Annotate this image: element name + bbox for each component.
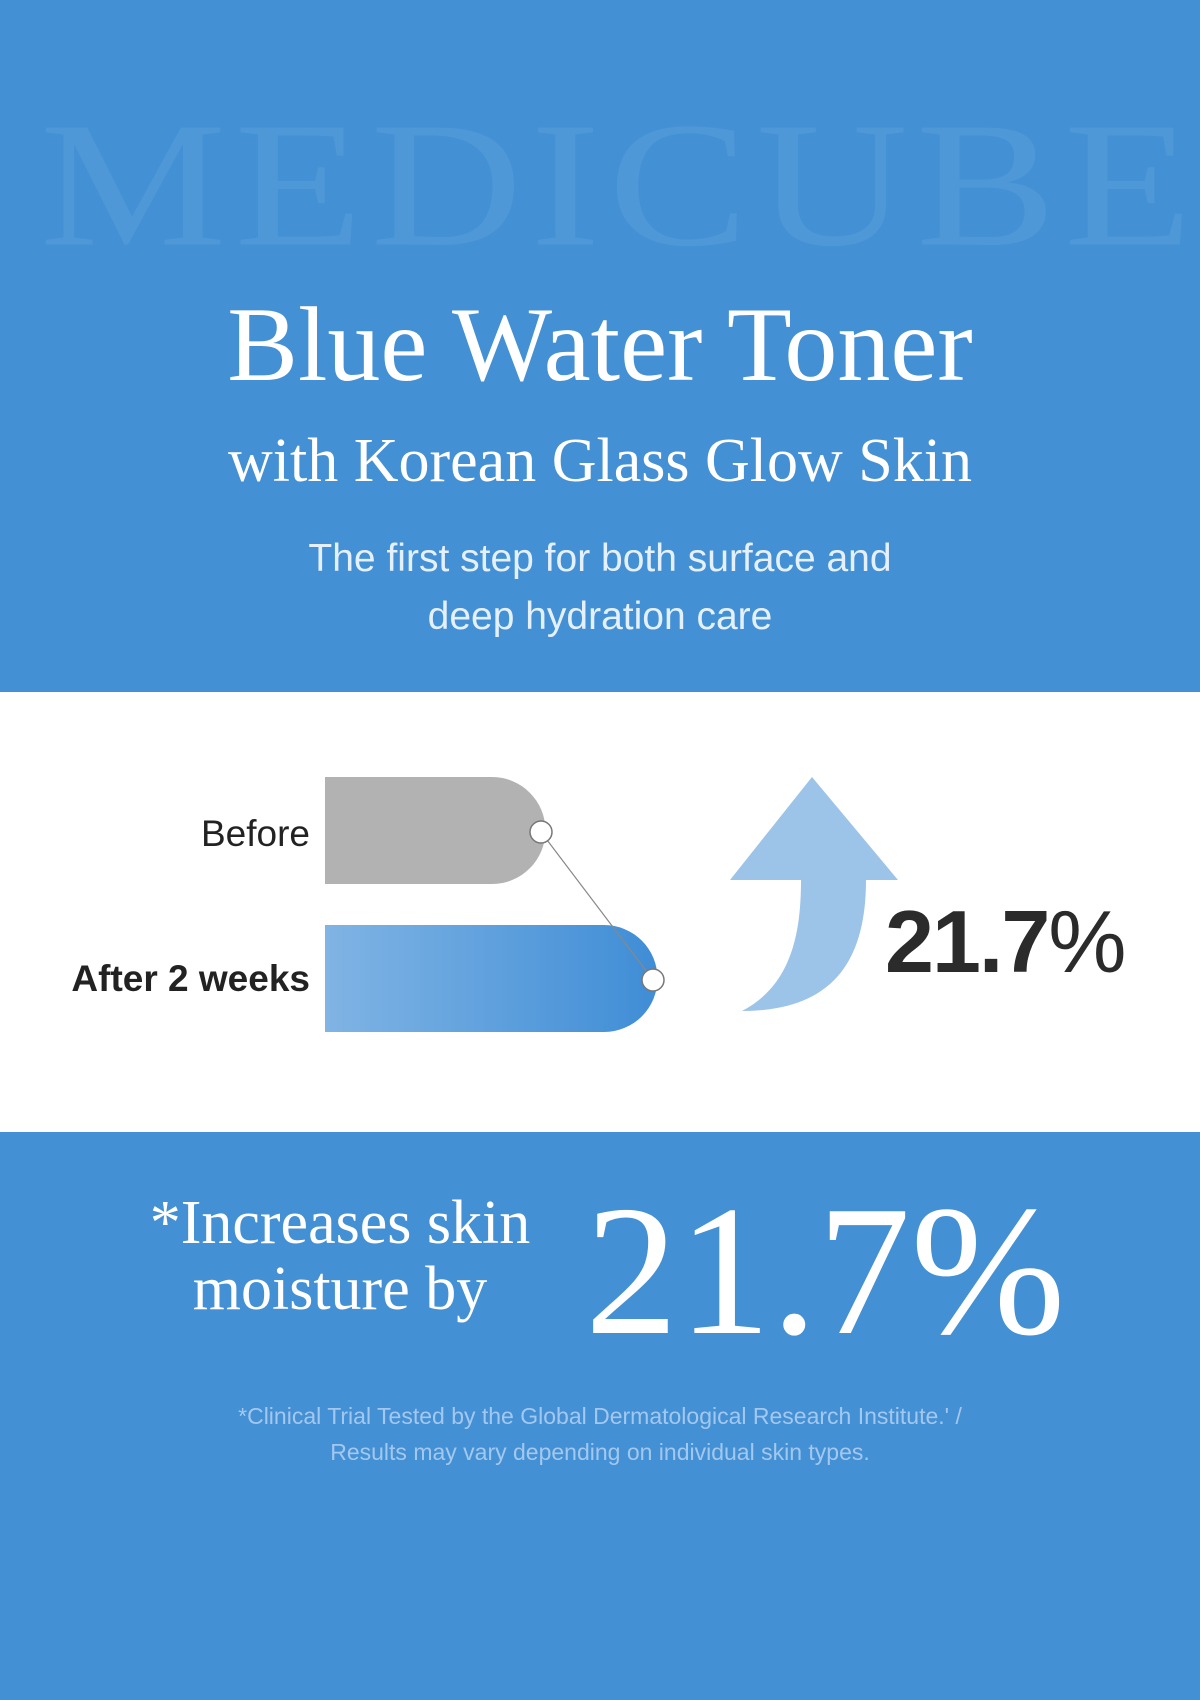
connector-line (540, 831, 654, 981)
footnote-line: *Clinical Trial Tested by the Global Der… (238, 1403, 962, 1429)
after-marker (641, 968, 665, 992)
tagline-line: deep hydration care (427, 595, 773, 638)
header-section: MEDICUBE Blue Water Toner with Korean Gl… (0, 0, 1200, 692)
tagline-line: The first step for both surface and (308, 537, 892, 580)
claim-text: *Increases skin moisture by (120, 1190, 560, 1322)
brand-watermark: MEDICUBE (39, 86, 1200, 284)
claim-line: moisture by (192, 1255, 488, 1323)
increase-value: 21.7% (885, 898, 1127, 986)
percent-sign: % (1048, 892, 1126, 991)
before-marker (529, 820, 553, 844)
before-bar (325, 777, 546, 884)
arrow-up-icon (730, 777, 898, 1011)
increase-number: 21.7 (885, 892, 1050, 991)
product-subtitle: with Korean Glass Glow Skin (228, 427, 972, 495)
footnote: *Clinical Trial Tested by the Global Der… (0, 1398, 1200, 1470)
product-title: Blue Water Toner (227, 286, 973, 403)
claim-value: 21.7% (585, 1168, 1066, 1374)
footnote-line: Results may vary depending on individual… (330, 1439, 870, 1465)
tagline: The first step for both surface and deep… (0, 530, 1200, 646)
after-label: After 2 weeks (71, 958, 310, 999)
before-label: Before (200, 813, 310, 854)
comparison-section (0, 692, 1200, 1132)
claim-line: *Increases skin (149, 1189, 531, 1257)
after-bar (325, 925, 658, 1032)
